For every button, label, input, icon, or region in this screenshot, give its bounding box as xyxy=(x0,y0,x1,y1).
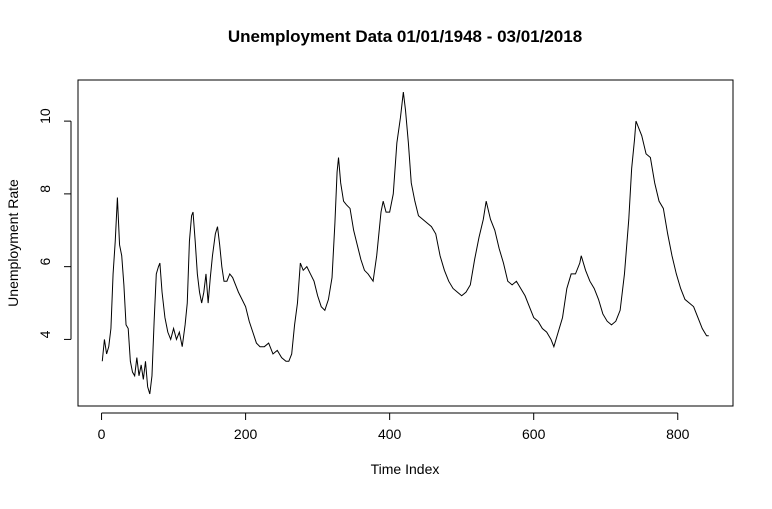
plot-frame xyxy=(77,79,734,407)
chart-title: Unemployment Data 01/01/1948 - 03/01/201… xyxy=(228,27,582,46)
x-tick-label: 0 xyxy=(98,426,106,442)
x-tick-label: 800 xyxy=(666,426,690,442)
y-tick-label: 8 xyxy=(37,185,53,193)
y-tick-label: 4 xyxy=(37,330,53,338)
x-tick-label: 600 xyxy=(522,426,546,442)
y-tick-label: 6 xyxy=(37,258,53,266)
y-tick-label: 10 xyxy=(37,108,53,124)
data-line xyxy=(101,91,709,395)
x-tick-label: 200 xyxy=(234,426,258,442)
y-axis-label: Unemployment Rate xyxy=(5,179,21,307)
x-tick-label: 400 xyxy=(378,426,402,442)
x-axis-label: Time Index xyxy=(371,461,440,477)
